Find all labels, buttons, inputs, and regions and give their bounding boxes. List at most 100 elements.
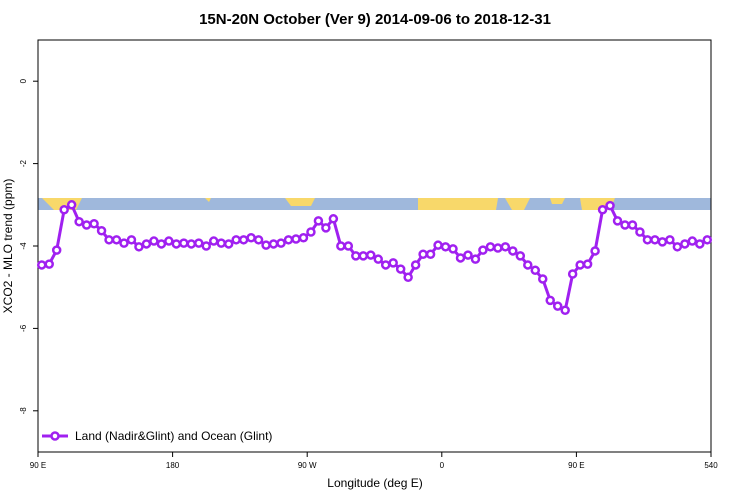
data-point <box>36 260 47 270</box>
data-point <box>321 223 331 233</box>
y-tick-label: -6 <box>19 324 28 332</box>
data-point <box>650 235 660 245</box>
data-point <box>298 233 309 243</box>
data-point <box>575 260 585 270</box>
data-point <box>410 260 421 270</box>
data-point <box>111 235 122 245</box>
data-point <box>388 258 398 268</box>
chart-title: 15N-20N October (Ver 9) 2014-09-06 to 20… <box>199 11 551 28</box>
data-point <box>119 238 129 248</box>
data-point <box>590 246 600 256</box>
data-point <box>44 259 54 269</box>
x-tick-label: 90 E <box>568 461 584 470</box>
data-point <box>425 249 436 259</box>
data-point <box>380 260 391 270</box>
data-point <box>231 235 241 245</box>
data-point <box>620 220 630 230</box>
legend: Land (Nadir&Glint) and Ocean (Glint) <box>42 429 272 443</box>
y-tick-label: -2 <box>19 159 28 167</box>
data-point <box>687 236 698 246</box>
data-point <box>66 200 77 210</box>
data-point <box>523 260 533 270</box>
y-tick-label: -4 <box>19 242 28 250</box>
data-point <box>642 235 653 245</box>
data-point <box>283 235 294 245</box>
surface-strip <box>38 198 711 210</box>
data-point <box>336 241 346 251</box>
data-point <box>560 305 570 316</box>
data-point <box>612 216 623 226</box>
data-point <box>463 250 473 260</box>
data-point <box>657 237 668 247</box>
data-point <box>695 239 705 249</box>
x-tick-label: 90 W <box>298 461 317 470</box>
data-point <box>328 214 339 224</box>
data-point <box>538 274 548 284</box>
data-point <box>194 238 204 248</box>
data-point <box>156 239 167 249</box>
data-point <box>470 254 481 264</box>
data-point <box>59 204 69 215</box>
data-point <box>530 265 541 276</box>
data-point <box>366 250 376 260</box>
data-point <box>485 242 496 252</box>
y-tick-label: -8 <box>19 407 28 415</box>
data-point <box>351 251 361 261</box>
data-point <box>582 259 593 269</box>
data-point <box>134 242 144 252</box>
data-point <box>418 249 428 259</box>
data-point <box>567 269 578 279</box>
data-point <box>208 236 219 246</box>
data-point <box>500 242 511 252</box>
data-point <box>216 238 226 248</box>
data-point <box>126 235 137 245</box>
x-tick-label: 540 <box>704 461 718 470</box>
data-point <box>635 227 645 237</box>
data-point <box>448 244 458 254</box>
data-point <box>395 264 406 274</box>
data-point <box>597 204 608 215</box>
data-point <box>545 295 555 306</box>
data-point <box>455 253 466 263</box>
data-point <box>515 251 526 261</box>
data-point <box>478 245 488 255</box>
data-point <box>171 239 182 249</box>
data-point <box>627 220 638 230</box>
data-point <box>186 239 197 249</box>
data-point <box>81 220 92 230</box>
data-point <box>605 200 615 211</box>
data-point <box>164 236 174 246</box>
data-point <box>74 216 84 227</box>
data-point <box>96 226 107 236</box>
data-point <box>246 233 256 243</box>
legend-label: Land (Nadir&Glint) and Ocean (Glint) <box>75 429 272 443</box>
data-point <box>268 239 279 249</box>
x-axis-label: Longitude (deg E) <box>327 476 422 490</box>
data-point <box>306 227 316 237</box>
data-point <box>403 272 413 283</box>
data-point <box>493 243 503 253</box>
y-axis-label: XCO2 - MLO trend (ppm) <box>1 179 15 314</box>
data-point <box>253 235 264 245</box>
y-tick-label: 0 <box>19 78 28 83</box>
data-point <box>89 219 99 229</box>
data-point <box>261 240 271 250</box>
data-point <box>291 234 301 244</box>
data-point <box>104 235 114 245</box>
data-point <box>238 235 249 245</box>
data-point <box>680 239 690 249</box>
data-point <box>358 251 369 261</box>
data-point <box>201 241 211 251</box>
data-point <box>149 236 159 246</box>
data-point <box>433 240 443 250</box>
data-point <box>343 241 354 251</box>
data-point <box>373 254 383 264</box>
legend-marker <box>50 431 60 441</box>
data-point <box>440 242 451 252</box>
data-point <box>141 239 152 249</box>
x-tick-label: 0 <box>440 461 445 470</box>
x-tick-label: 180 <box>166 461 180 470</box>
data-point <box>51 245 62 255</box>
data-point <box>179 238 189 248</box>
